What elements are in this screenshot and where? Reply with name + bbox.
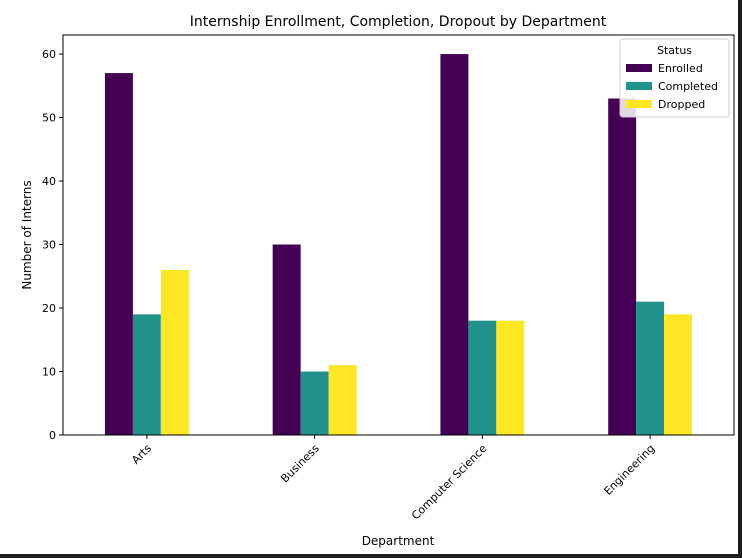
y-tick-label: 30: [42, 239, 56, 252]
bar-completed-engineering: [636, 301, 665, 435]
bar-completed-arts: [132, 314, 161, 435]
bar-dropped-arts: [160, 269, 189, 435]
x-axis-label: Department: [362, 534, 435, 548]
bar-enrolled-business: [272, 244, 301, 435]
y-tick-label: 50: [42, 112, 56, 125]
y-tick-label: 10: [42, 366, 56, 379]
y-tick-label: 60: [42, 48, 56, 61]
legend-swatch-completed: [626, 82, 652, 90]
y-tick-label: 20: [42, 302, 56, 315]
legend-label-dropped: Dropped: [658, 98, 705, 111]
y-axis: 0 10 20 30 40 50 60: [42, 48, 63, 442]
legend-box: [619, 38, 730, 118]
bars-group: [104, 54, 693, 436]
bar-completed-business: [300, 371, 329, 435]
axes-frame: [62, 34, 735, 436]
bar-completed-computer-science: [468, 320, 497, 435]
bar-dropped-engineering: [664, 314, 693, 435]
bar-enrolled-computer-science: [440, 54, 469, 436]
legend-label-completed: Completed: [658, 80, 718, 93]
x-tick-label: Engineering: [601, 442, 657, 498]
y-tick-label: 0: [49, 429, 56, 442]
legend-title: Status: [657, 44, 692, 57]
legend: Status Enrolled Completed Dropped: [619, 38, 730, 118]
bar-dropped-computer-science: [496, 320, 525, 435]
x-tick-label: Computer Science: [409, 442, 490, 523]
legend-label-enrolled: Enrolled: [658, 62, 703, 75]
legend-swatch-dropped: [626, 100, 652, 108]
bar-enrolled-arts: [104, 73, 133, 435]
chart-title: Internship Enrollment, Completion, Dropo…: [190, 14, 607, 30]
y-tick-label: 40: [42, 175, 56, 188]
x-axis: Arts Business Computer Science Engineering: [129, 435, 657, 522]
x-tick-label: Arts: [129, 442, 154, 467]
bar-enrolled-engineering: [608, 98, 637, 435]
bar-dropped-business: [328, 365, 357, 435]
y-axis-label: Number of Interns: [20, 180, 34, 289]
legend-swatch-enrolled: [626, 64, 652, 72]
x-tick-label: Business: [278, 442, 322, 486]
